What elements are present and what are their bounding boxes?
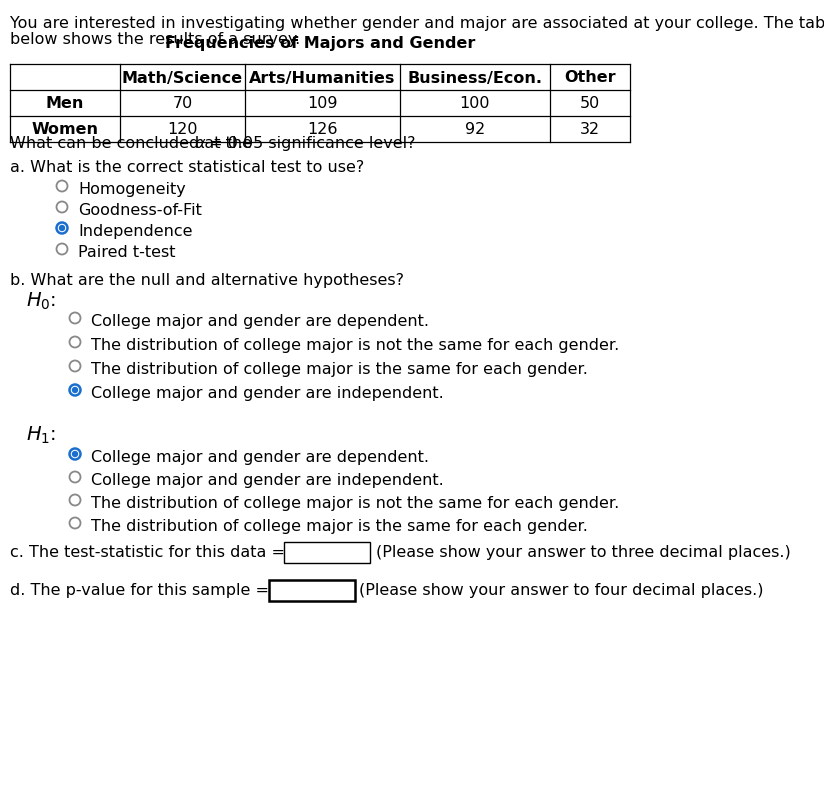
Text: Men: Men [46,96,84,111]
Text: Other: Other [564,71,616,85]
Text: c. The test-statistic for this data =: c. The test-statistic for this data = [10,545,285,559]
Text: Paired t-test: Paired t-test [78,245,176,260]
Text: Arts/Humanities: Arts/Humanities [250,71,396,85]
Text: Math/Science: Math/Science [122,71,243,85]
Text: 120: 120 [167,123,198,137]
Text: The distribution of college major is not the same for each gender.: The distribution of college major is not… [91,496,620,510]
Text: 109: 109 [307,96,338,111]
Text: 92: 92 [465,123,485,137]
Text: College major and gender are dependent.: College major and gender are dependent. [91,449,429,464]
Circle shape [72,452,78,458]
Circle shape [69,337,81,348]
Text: 126: 126 [307,123,338,137]
Circle shape [69,449,81,460]
Text: The distribution of college major is the same for each gender.: The distribution of college major is the… [91,518,588,533]
Text: College major and gender are independent.: College major and gender are independent… [91,386,444,400]
Text: The distribution of college major is not the same for each gender.: The distribution of college major is not… [91,338,620,353]
Text: Homogeneity: Homogeneity [78,182,185,196]
Circle shape [69,313,81,324]
Text: 16.324: 16.324 [300,545,355,560]
FancyBboxPatch shape [269,580,355,601]
Text: (Please show your answer to three decimal places.): (Please show your answer to three decima… [376,545,791,559]
Circle shape [69,495,81,506]
Circle shape [69,385,81,396]
Circle shape [69,518,81,529]
Text: = 0.05 significance level?: = 0.05 significance level? [204,136,415,151]
Circle shape [57,181,68,192]
Text: 32: 32 [580,123,600,137]
Text: Business/Econ.: Business/Econ. [408,71,542,85]
Text: below shows the results of a survey.: below shows the results of a survey. [10,32,300,47]
Text: 100: 100 [460,96,490,111]
Text: 0.0010: 0.0010 [284,583,340,597]
Circle shape [57,244,68,255]
Circle shape [57,223,68,234]
Circle shape [59,225,65,232]
Circle shape [57,202,68,213]
Text: d. The p-value for this sample =: d. The p-value for this sample = [10,582,269,597]
Circle shape [69,472,81,483]
Text: College major and gender are independent.: College major and gender are independent… [91,472,444,488]
Text: You are interested in investigating whether gender and major are associated at y: You are interested in investigating whet… [10,16,824,31]
Text: $\mathit{H}_0$:: $\mathit{H}_0$: [26,290,56,312]
Text: (Please show your answer to four decimal places.): (Please show your answer to four decimal… [359,582,764,597]
Text: Independence: Independence [78,224,193,239]
Text: $\mathit{H}_1$:: $\mathit{H}_1$: [26,424,56,446]
Text: b. What are the null and alternative hypotheses?: b. What are the null and alternative hyp… [10,273,404,288]
Text: 70: 70 [172,96,193,111]
Text: Frequencies of Majors and Gender: Frequencies of Majors and Gender [165,36,475,51]
Text: The distribution of college major is the same for each gender.: The distribution of college major is the… [91,362,588,376]
Circle shape [72,387,78,394]
Text: What can be concluded at the: What can be concluded at the [10,136,257,151]
Text: College major and gender are dependent.: College major and gender are dependent. [91,314,429,329]
Text: 50: 50 [580,96,600,111]
FancyBboxPatch shape [284,542,371,563]
Text: α: α [195,136,205,151]
Text: a. What is the correct statistical test to use?: a. What is the correct statistical test … [10,160,364,175]
Text: Women: Women [31,123,99,137]
Circle shape [69,361,81,372]
Text: Goodness-of-Fit: Goodness-of-Fit [78,203,202,217]
